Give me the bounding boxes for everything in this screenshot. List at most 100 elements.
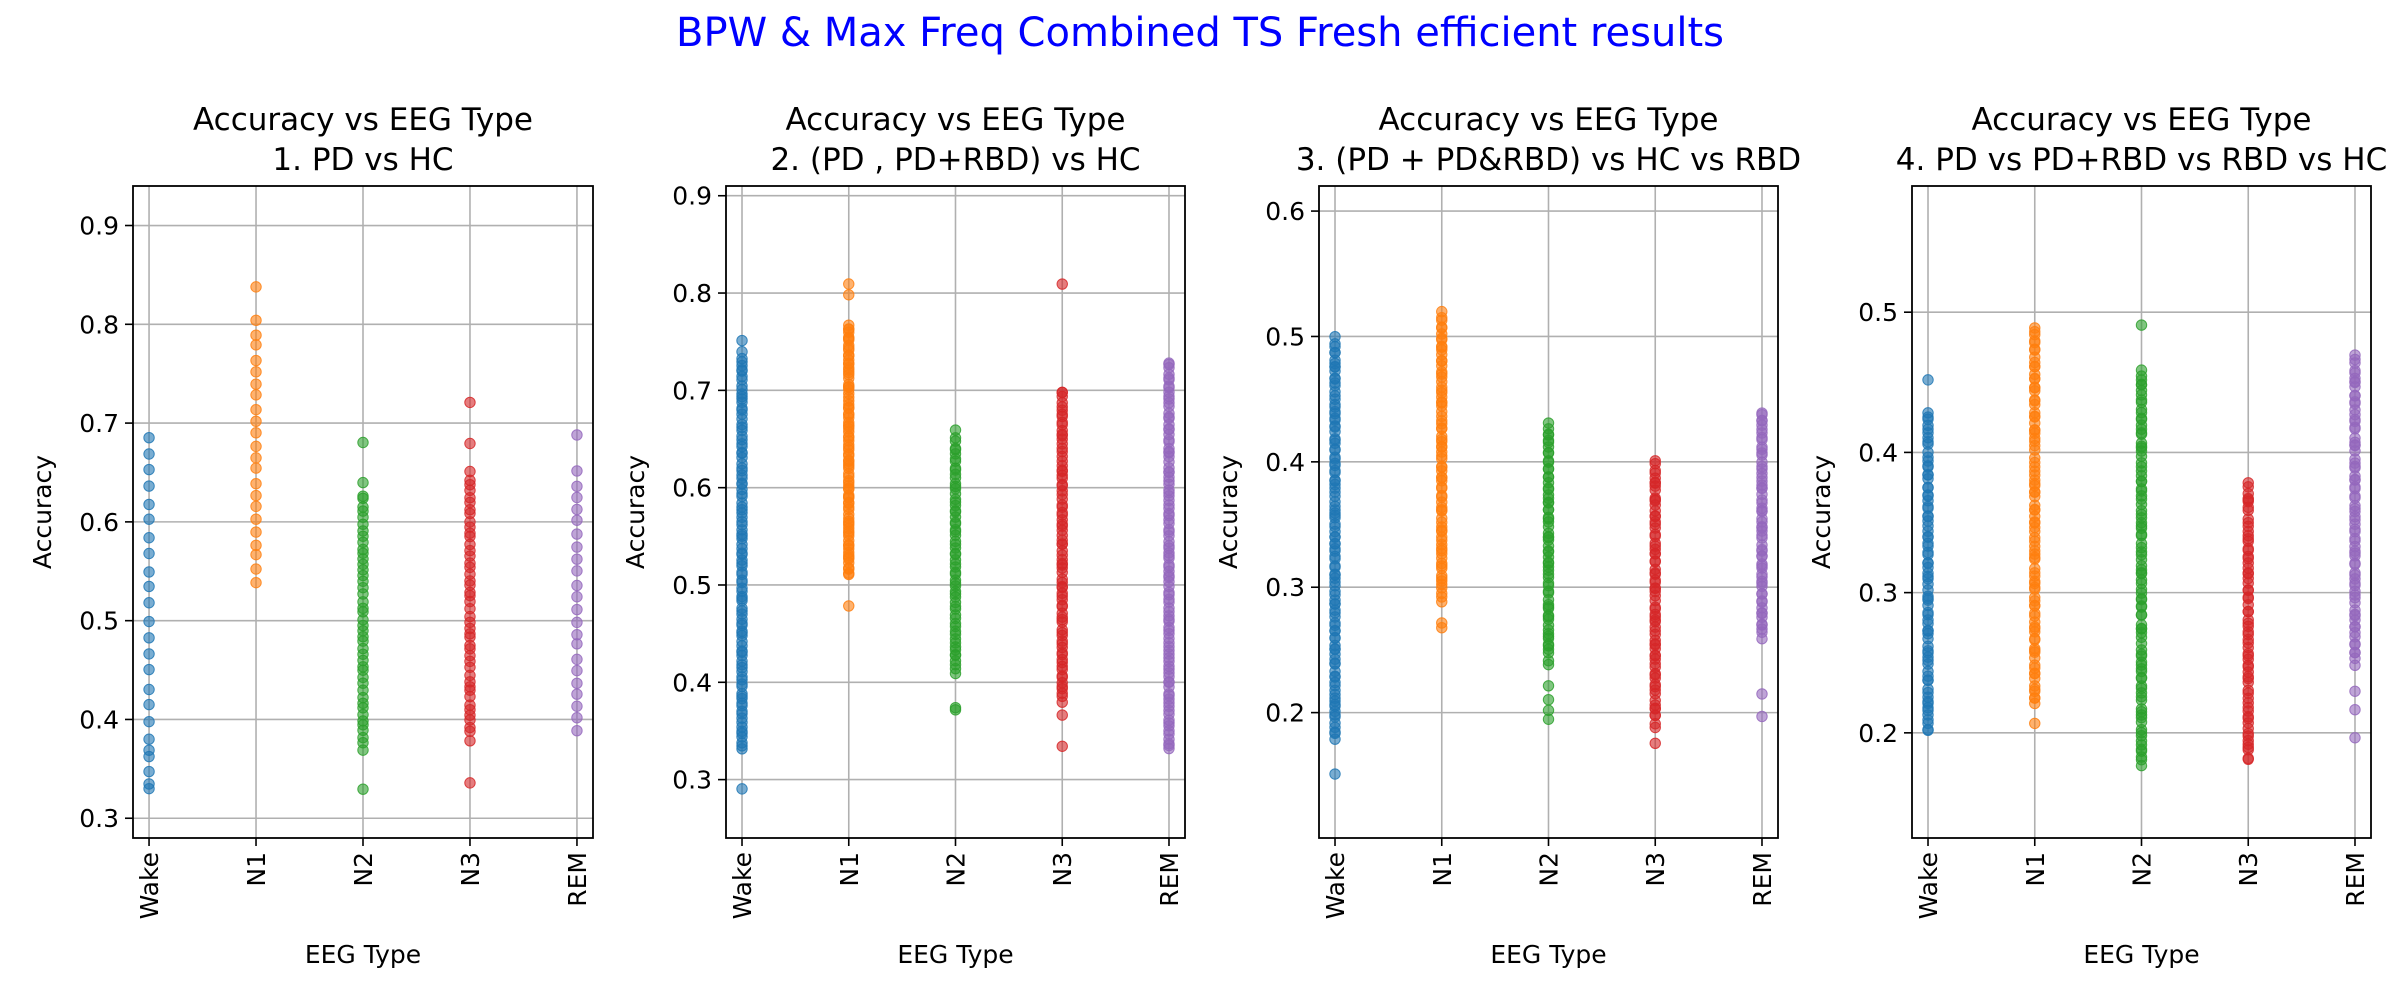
x-tick-label: N3 xyxy=(1641,852,1670,887)
data-point xyxy=(143,663,155,676)
y-tick-label: 0.3 xyxy=(672,766,712,795)
data-point xyxy=(736,334,748,347)
data-point xyxy=(250,366,262,378)
x-tick-label: REM xyxy=(2341,852,2370,907)
data-point xyxy=(143,580,155,593)
y-tick-label: 0.5 xyxy=(1265,322,1305,351)
x-tick-label: REM xyxy=(1748,852,1777,907)
series-n2 xyxy=(2135,319,2148,772)
y-tick-label: 0.7 xyxy=(672,376,712,405)
y-tick-label: 0.9 xyxy=(672,182,712,211)
y-axis-label: Accuracy xyxy=(621,455,650,569)
data-point xyxy=(2135,759,2148,772)
data-point xyxy=(571,628,583,641)
x-tick-label: N3 xyxy=(2234,852,2263,887)
x-axis-label: EEG Type xyxy=(305,940,421,969)
x-tick-label: REM xyxy=(1155,852,1184,907)
subplot-title: Accuracy vs EEG Type xyxy=(1972,102,2312,138)
data-point xyxy=(464,437,476,450)
data-point xyxy=(357,476,369,489)
x-tick-label: N2 xyxy=(349,852,378,887)
data-point xyxy=(571,465,583,477)
data-point xyxy=(250,462,262,474)
y-tick-label: 0.2 xyxy=(1265,699,1305,728)
data-point xyxy=(571,480,583,493)
data-point xyxy=(250,576,262,589)
x-axis-label: EEG Type xyxy=(1490,940,1606,969)
subplot-title: Accuracy vs EEG Type xyxy=(1379,102,1719,138)
data-point xyxy=(736,346,748,358)
subplot-title: Accuracy vs EEG Type xyxy=(193,102,533,138)
data-point xyxy=(2349,732,2361,744)
subplot-4: 0.2 0.3 0.4 0.5 Wake N1 N2 N3 REM EEG Type Accurac… xyxy=(1807,102,2387,969)
subplot-2: 0.3 0.4 0.5 0.6 0.7 0.8 0.9 Wake N1 N2 N3 REM EEG Ty… xyxy=(621,102,1186,969)
data-point xyxy=(949,424,962,436)
subplot-1: 0.3 0.4 0.5 0.6 0.7 0.8 0.9 Wake N1 N2 N3 REM EEG Ty… xyxy=(28,102,594,969)
data-point xyxy=(571,653,583,666)
y-tick-label: 0.3 xyxy=(79,804,119,833)
data-point xyxy=(143,744,155,756)
data-point xyxy=(143,547,155,560)
x-tick-label: N2 xyxy=(1535,852,1564,887)
y-tick-label: 0.5 xyxy=(672,571,712,600)
data-point xyxy=(143,448,155,460)
data-point xyxy=(464,396,476,409)
data-point xyxy=(2349,349,2361,361)
data-point xyxy=(250,477,262,490)
series-n2 xyxy=(1542,417,1555,725)
data-point xyxy=(250,539,262,552)
data-point xyxy=(250,489,262,502)
data-point xyxy=(1436,622,1448,634)
data-point xyxy=(571,664,583,677)
data-point xyxy=(250,378,262,390)
data-point xyxy=(143,480,155,492)
data-point xyxy=(1756,710,1768,723)
data-point xyxy=(143,715,155,728)
x-tick-label: REM xyxy=(563,852,592,907)
data-point xyxy=(250,281,262,293)
subplot-title: 1. PD vs HC xyxy=(272,142,453,178)
x-tick-label: N1 xyxy=(835,852,864,887)
data-point xyxy=(250,440,262,453)
data-point xyxy=(250,329,262,341)
x-tick-label: Wake xyxy=(1914,852,1943,919)
data-point xyxy=(1056,386,1068,398)
data-point xyxy=(2349,685,2361,697)
y-tick-label: 0.6 xyxy=(1265,197,1305,226)
data-point xyxy=(143,733,155,745)
data-point xyxy=(143,513,155,525)
series-rem xyxy=(2349,349,2361,744)
data-point xyxy=(2029,562,2041,575)
y-tick-label: 0.3 xyxy=(1265,573,1305,602)
x-tick-label: Wake xyxy=(728,852,757,919)
data-point xyxy=(357,436,369,449)
series-n1 xyxy=(1436,305,1448,634)
data-point xyxy=(250,427,262,439)
y-tick-label: 0.9 xyxy=(79,212,119,241)
data-point xyxy=(2029,717,2041,730)
y-tick-label: 0.8 xyxy=(79,310,119,339)
x-tick-label: N2 xyxy=(2128,852,2157,887)
data-point xyxy=(2242,477,2254,489)
data-point xyxy=(464,777,476,789)
data-point xyxy=(143,498,155,511)
subplot-title: Accuracy vs EEG Type xyxy=(786,102,1126,138)
data-point xyxy=(250,513,262,525)
data-point xyxy=(571,514,583,526)
x-tick-label: N1 xyxy=(1428,852,1457,887)
data-point xyxy=(143,683,155,696)
data-point xyxy=(143,778,155,790)
subplot-title: 4. PD vs PD+RBD vs RBD vs HC xyxy=(1896,142,2387,178)
data-point xyxy=(1542,417,1555,429)
data-point xyxy=(143,632,155,644)
data-point xyxy=(1649,455,1661,467)
series-n3 xyxy=(1056,278,1068,752)
data-point xyxy=(143,698,155,711)
y-tick-label: 0.6 xyxy=(672,474,712,503)
data-point xyxy=(1649,737,1661,750)
data-point xyxy=(2135,364,2148,376)
data-point xyxy=(571,591,583,603)
data-point xyxy=(1329,331,1341,343)
y-tick-label: 0.4 xyxy=(672,668,712,697)
data-point xyxy=(1056,709,1068,721)
